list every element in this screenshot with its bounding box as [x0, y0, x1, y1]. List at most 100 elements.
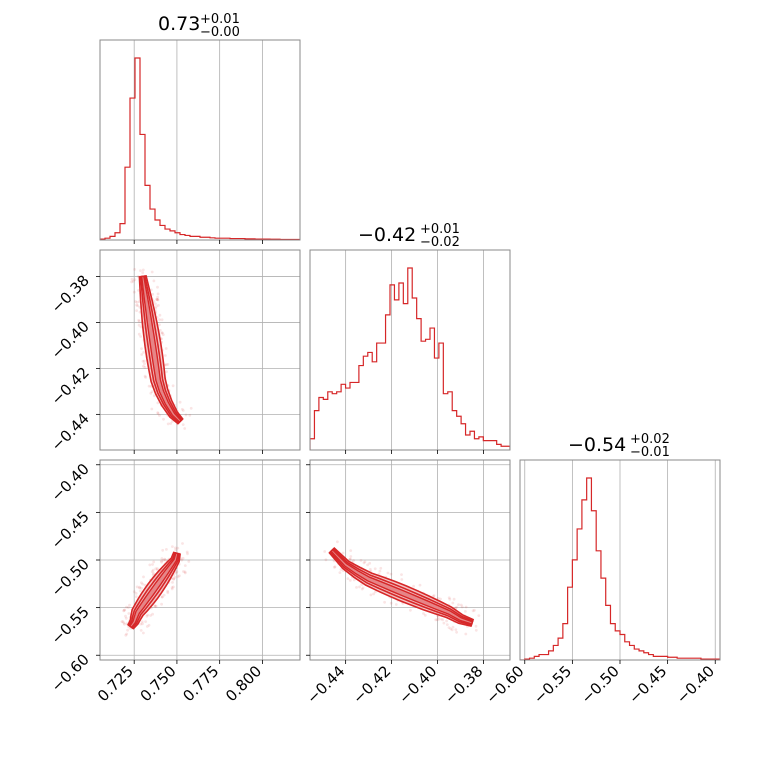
sample-point: [170, 586, 174, 589]
sample-point: [160, 595, 164, 599]
sample-point: [135, 309, 139, 312]
sample-point: [389, 572, 393, 576]
sample-point: [447, 626, 451, 629]
sample-point: [455, 605, 458, 609]
sample-point: [123, 622, 126, 626]
sample-point: [140, 581, 143, 585]
sample-point: [127, 612, 131, 615]
xtick-label-1-0: −0.44: [303, 662, 348, 707]
sample-point: [474, 624, 478, 628]
sample-point: [464, 610, 467, 613]
sample-point: [187, 560, 191, 563]
sample-point: [135, 301, 139, 304]
sample-point: [150, 390, 154, 393]
sample-point: [180, 558, 184, 562]
sample-point: [369, 593, 373, 597]
sample-point: [153, 604, 157, 607]
sample-point: [363, 560, 367, 564]
sample-point: [158, 318, 162, 322]
sample-point: [151, 563, 154, 566]
title-param-2: −0.54: [568, 434, 626, 456]
sample-point: [435, 618, 439, 622]
title-param-2-upper: +0.02: [630, 432, 670, 447]
sample-point: [183, 427, 187, 430]
sample-point: [141, 268, 145, 272]
sample-point: [140, 586, 143, 590]
sample-point: [368, 567, 372, 571]
xtick-label-0-2: 0.775: [179, 662, 222, 705]
sample-point: [460, 605, 464, 609]
sample-point: [147, 623, 151, 627]
sample-point: [135, 303, 139, 307]
sample-point: [180, 407, 184, 411]
sample-point: [349, 549, 353, 552]
sample-point: [156, 295, 160, 299]
sample-point: [137, 289, 140, 292]
sample-point: [161, 331, 164, 335]
sample-point: [144, 620, 148, 623]
sample-point: [149, 614, 153, 617]
sample-point: [185, 550, 189, 554]
sample-point: [176, 575, 180, 579]
sample-point: [454, 628, 458, 631]
sample-point: [378, 569, 382, 573]
ytick-label-2-3: −0.45: [48, 507, 93, 552]
sample-point: [389, 601, 393, 605]
sample-point: [181, 556, 185, 560]
sample-point: [432, 594, 436, 597]
sample-point: [336, 540, 339, 544]
sample-point: [164, 363, 168, 367]
ytick-label-1-2: −0.40: [48, 318, 93, 363]
sample-point: [386, 571, 390, 575]
sample-point: [422, 612, 425, 615]
xtick-label-2-2: −0.50: [578, 662, 623, 707]
sample-point: [188, 413, 192, 417]
xtick-label-0-0: 0.725: [94, 662, 137, 705]
sample-point: [158, 323, 161, 327]
title-param-1-lower: −0.02: [420, 235, 460, 250]
sample-point: [160, 602, 164, 606]
ytick-label-2-2: −0.50: [48, 555, 93, 600]
ytick-label-1-1: −0.42: [48, 363, 93, 408]
sample-point: [441, 618, 445, 622]
sample-point: [154, 302, 157, 306]
sample-point: [172, 577, 175, 581]
title-param-1-upper: +0.01: [420, 222, 460, 237]
sample-point: [156, 298, 160, 302]
sample-point: [150, 407, 154, 411]
sample-point: [143, 583, 147, 587]
xtick-label-1-2: −0.40: [395, 662, 440, 707]
sample-point: [360, 583, 363, 586]
sample-point: [409, 608, 412, 612]
sample-point: [125, 632, 129, 636]
sample-point: [140, 620, 144, 624]
title-param-1: −0.42: [358, 224, 416, 246]
sample-point: [166, 363, 170, 366]
sample-point: [448, 597, 452, 601]
sample-point: [143, 362, 146, 366]
sample-point: [178, 574, 181, 578]
sample-point: [156, 411, 160, 415]
sample-point: [139, 325, 143, 329]
sample-point: [154, 307, 158, 310]
sample-point: [156, 298, 160, 301]
sample-point: [126, 606, 130, 609]
sample-point: [362, 561, 366, 565]
ytick-label-2-1: −0.55: [48, 603, 93, 648]
sample-point: [418, 583, 422, 587]
density-panel-1-0: [130, 268, 193, 430]
sample-point: [348, 579, 352, 582]
sample-point: [153, 604, 157, 608]
sample-point: [136, 304, 140, 307]
sample-point: [156, 285, 159, 289]
sample-point: [160, 318, 164, 322]
sample-point: [181, 542, 184, 545]
sample-point: [142, 575, 145, 579]
sample-point: [333, 565, 336, 569]
sample-point: [160, 560, 164, 564]
sample-point: [423, 613, 427, 617]
sample-point: [359, 559, 363, 562]
sample-point: [139, 629, 143, 632]
sample-point: [131, 279, 135, 283]
sample-point: [171, 581, 174, 584]
